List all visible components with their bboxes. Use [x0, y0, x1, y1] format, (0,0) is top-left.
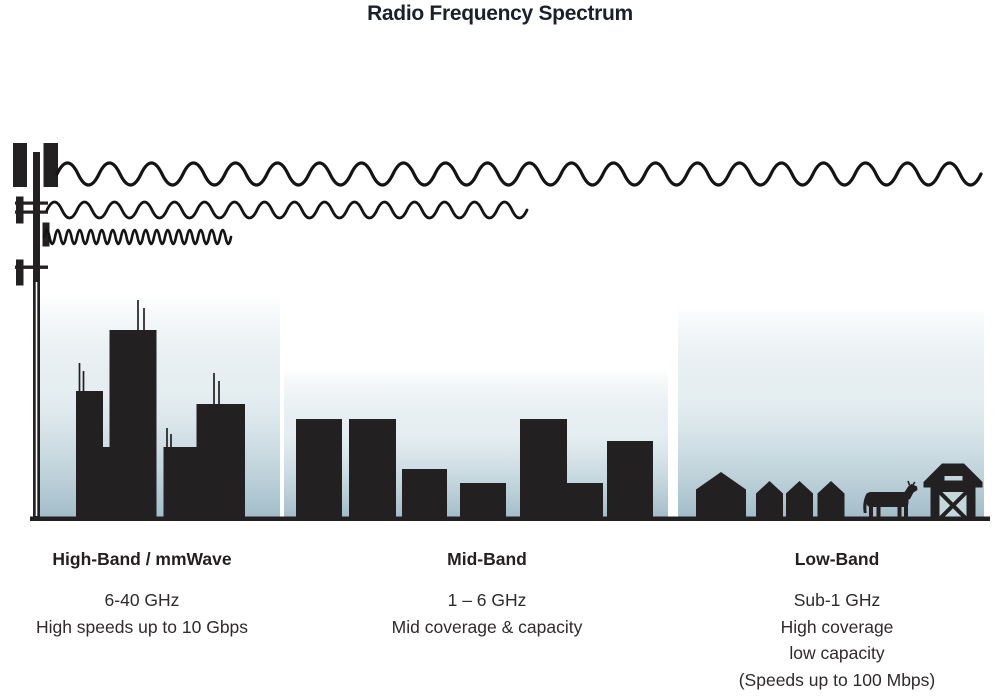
radio-waves — [42, 161, 983, 246]
cow-icon — [863, 480, 918, 519]
mid-band-wave-icon — [45, 200, 529, 220]
low-band-label: Low-Band Sub-1 GHz High coverage low cap… — [697, 549, 977, 693]
cell-tower-icon — [13, 143, 58, 518]
high-band-skyline-icon — [76, 300, 245, 517]
high-band-frequency: 6-40 GHz — [104, 590, 180, 610]
mid-band-label: Mid-Band 1 – 6 GHz Mid coverage & capaci… — [347, 549, 627, 640]
building — [349, 419, 396, 517]
building — [196, 404, 245, 517]
high-band-description: High speeds up to 10 Gbps — [35, 616, 249, 637]
high-band-heading: High-Band / mmWave — [52, 549, 232, 569]
building — [163, 447, 197, 517]
building — [520, 419, 567, 517]
rooftop-antennas — [78, 300, 220, 448]
building — [76, 391, 103, 517]
building — [607, 441, 653, 517]
house-icon — [786, 481, 813, 517]
antenna-panel — [16, 259, 24, 286]
building — [109, 330, 157, 517]
mid-band-frequency: 1 – 6 GHz — [447, 590, 527, 610]
house-icon — [817, 481, 845, 517]
low-band-frequency: Sub-1 GHz — [793, 590, 881, 610]
low-band-speed-note: (Speeds up to 100 Mbps) — [738, 669, 936, 690]
low-band-rural-scene — [696, 463, 983, 521]
building — [402, 469, 447, 517]
house-icon — [756, 481, 783, 517]
mid-band-description: Mid coverage & capacity — [391, 616, 583, 637]
building — [103, 447, 110, 517]
ground-line — [30, 516, 990, 521]
high-band-label: High-Band / mmWave 6-40 GHz High speeds … — [2, 549, 282, 640]
low-band-wave-icon — [55, 161, 983, 187]
antenna-panel — [16, 196, 24, 224]
antenna-panel — [43, 143, 58, 187]
barn-loft-vent — [944, 476, 963, 481]
low-band-description: low capacity — [789, 643, 885, 663]
antenna-panel — [13, 143, 27, 187]
building — [567, 483, 603, 517]
mid-band-skyline-icon — [296, 419, 653, 517]
mid-band-heading: Mid-Band — [447, 549, 527, 569]
building — [296, 419, 342, 517]
house-icon — [696, 472, 746, 517]
barn-icon — [923, 463, 983, 521]
antenna-panel — [42, 222, 50, 247]
building — [460, 483, 506, 517]
high-band-wave-icon — [42, 228, 233, 246]
low-band-description: High coverage — [780, 616, 894, 637]
low-band-heading: Low-Band — [794, 549, 880, 569]
page-title: Radio Frequency Spectrum — [367, 2, 633, 25]
